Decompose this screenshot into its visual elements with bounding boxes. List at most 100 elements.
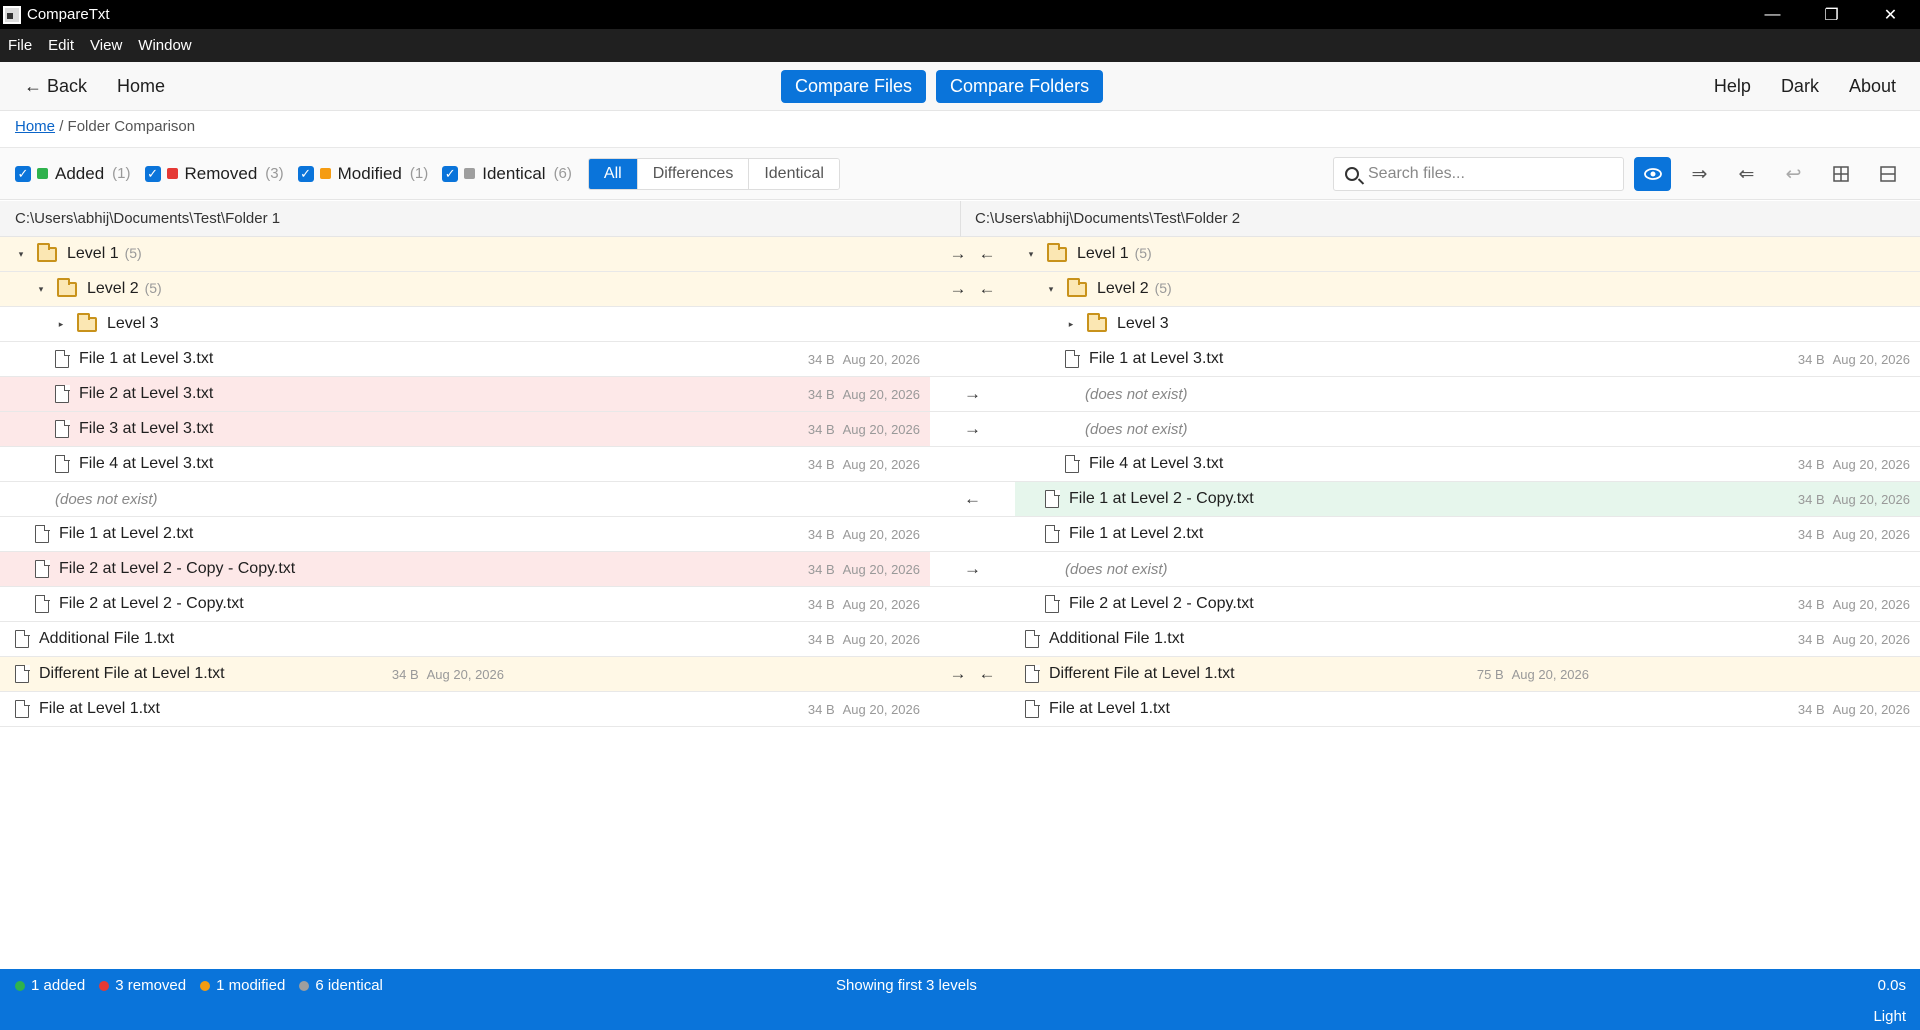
left-cell[interactable]: ▾ Level 2 (5) [0,272,930,306]
left-cell[interactable]: Additional File 1.txt 34 B Aug 20, 2026 [0,622,930,656]
checkbox-checked-icon[interactable]: ✓ [442,165,459,182]
entry-size: 34 B [1797,456,1825,472]
minimize-button[interactable]: — [1764,5,1781,23]
split-view-icon[interactable] [1869,157,1906,191]
copy-all-right-icon[interactable]: ⇒ [1691,163,1708,185]
filter-added[interactable]: ✓ Added (1) [15,164,131,184]
left-cell[interactable]: ▸ Level 3 [0,307,930,341]
comparison-row[interactable]: (does not exist) File 1 at Level 2 - Copy… [0,482,1920,517]
checkbox-checked-icon[interactable]: ✓ [144,165,161,182]
home-link[interactable]: Home [117,75,166,96]
left-cell[interactable]: File 2 at Level 3.txt 34 B Aug 20, 2026 [0,377,930,411]
comparison-row[interactable]: ▾ Level 1 (5) ▾ Level 1 (5) → ← [0,237,1920,272]
copy-right-arrow-icon[interactable]: → [949,244,967,263]
menu-view[interactable]: View [90,37,123,54]
filter-identical[interactable]: ✓ Identical (6) [442,164,572,184]
tab-identical[interactable]: Identical [748,158,839,189]
right-cell[interactable]: File at Level 1.txt 34 B Aug 20, 2026 [1015,692,1920,726]
copy-all-left-icon[interactable]: ⇐ [1738,163,1755,185]
collapsed-caret-icon[interactable]: ▸ [58,318,64,329]
left-cell[interactable]: File 2 at Level 2 - Copy - Copy.txt 34 B A… [0,552,930,586]
right-cell[interactable]: File 1 at Level 2.txt 34 B Aug 20, 2026 [1015,517,1920,551]
comparison-row[interactable]: File 1 at Level 3.txt 34 B Aug 20, 2026 Fil… [0,342,1920,377]
comparison-row[interactable]: File 2 at Level 2 - Copy - Copy.txt 34 B A… [0,552,1920,587]
left-cell[interactable]: File at Level 1.txt 34 B Aug 20, 2026 [0,692,930,726]
right-cell[interactable]: Different File at Level 1.txt 75 B Aug 20,… [1015,657,1920,691]
copy-right-arrow-icon[interactable]: → [949,279,967,298]
left-cell[interactable]: (does not exist) [0,482,930,516]
grid-view-icon[interactable] [1822,157,1859,191]
checkbox-checked-icon[interactable]: ✓ [15,165,31,182]
status-theme-toggle[interactable]: Light [1873,1008,1906,1025]
theme-toggle[interactable]: Dark [1780,75,1819,96]
tab-all[interactable]: All [588,158,637,189]
right-cell[interactable]: ▾ Level 1 (5) [1015,237,1920,271]
restore-button[interactable]: ❐ [1824,6,1839,24]
comparison-row[interactable]: ▸ Level 3 ▸ Level 3 [0,307,1920,342]
comparison-row[interactable]: File 3 at Level 3.txt 34 B Aug 20, 2026 (do… [0,412,1920,447]
right-cell[interactable]: File 1 at Level 3.txt 34 B Aug 20, 2026 [1015,342,1920,376]
comparison-row[interactable]: File 2 at Level 3.txt 34 B Aug 20, 2026 (do… [0,377,1920,412]
compare-files-button[interactable]: Compare Files [781,69,927,103]
compare-folders-button[interactable]: Compare Folders [936,69,1104,103]
back-link[interactable]: ← Back [24,75,88,96]
breadcrumb-home[interactable]: Home [15,118,56,135]
filter-modified[interactable]: ✓ Modified (1) [297,164,428,184]
left-cell[interactable]: File 1 at Level 3.txt 34 B Aug 20, 2026 [0,342,930,376]
copy-right-arrow-icon[interactable]: → [964,384,981,403]
undo-icon[interactable]: ↩ [1785,163,1802,185]
right-cell[interactable]: (does not exist) [1015,552,1920,586]
entry-date: Aug 20, 2026 [842,596,920,612]
expanded-caret-icon[interactable]: ▾ [38,283,44,294]
expanded-caret-icon[interactable]: ▾ [1028,248,1034,259]
checkbox-checked-icon[interactable]: ✓ [297,165,314,182]
menu-edit[interactable]: Edit [48,37,75,54]
collapsed-caret-icon[interactable]: ▸ [1068,318,1074,329]
eye-icon[interactable] [1634,157,1671,191]
about-link[interactable]: About [1848,75,1896,96]
copy-right-arrow-icon[interactable]: → [964,419,981,438]
comparison-row[interactable]: File 1 at Level 2.txt 34 B Aug 20, 2026 Fil… [0,517,1920,552]
left-cell[interactable]: File 1 at Level 2.txt 34 B Aug 20, 2026 [0,517,930,551]
copy-right-arrow-icon[interactable]: → [949,664,967,683]
left-cell[interactable]: Different File at Level 1.txt 34 B Aug 20,… [0,657,930,691]
right-cell[interactable]: File 4 at Level 3.txt 34 B Aug 20, 2026 [1015,447,1920,481]
left-cell[interactable]: ▾ Level 1 (5) [0,237,930,271]
menu-window[interactable]: Window [138,37,192,54]
entry-name: Level 1 (5) [1077,245,1152,263]
right-cell[interactable]: File 2 at Level 2 - Copy.txt 34 B Aug 20, … [1015,587,1920,621]
right-cell[interactable]: ▸ Level 3 [1015,307,1920,341]
expanded-caret-icon[interactable]: ▾ [18,248,24,259]
left-cell[interactable]: File 4 at Level 3.txt 34 B Aug 20, 2026 [0,447,930,481]
copy-left-arrow-icon[interactable]: ← [978,244,996,263]
right-cell[interactable]: Additional File 1.txt 34 B Aug 20, 2026 [1015,622,1920,656]
search-input[interactable]: Search files... [1333,157,1624,191]
right-cell[interactable]: (does not exist) [1015,412,1920,446]
help-link[interactable]: Help [1713,75,1751,96]
comparison-row[interactable]: Different File at Level 1.txt 34 B Aug 20,… [0,657,1920,692]
copy-right-arrow-icon[interactable]: → [964,559,981,578]
sync-actions: → [930,552,1015,586]
right-cell[interactable]: ▾ Level 2 (5) [1015,272,1920,306]
entry-name: Different File at Level 1.txt [1049,665,1235,683]
left-cell[interactable]: File 3 at Level 3.txt 34 B Aug 20, 2026 [0,412,930,446]
expanded-caret-icon[interactable]: ▾ [1048,283,1054,294]
copy-left-arrow-icon[interactable]: ← [978,664,996,683]
copy-left-arrow-icon[interactable]: ← [964,489,981,508]
entry-count: (5) [144,280,162,296]
left-cell[interactable]: File 2 at Level 2 - Copy.txt 34 B Aug 20, … [0,587,930,621]
comparison-row[interactable]: Additional File 1.txt 34 B Aug 20, 2026 Add… [0,622,1920,657]
entry-name-text: Additional File 1.txt [1049,630,1185,647]
tab-differences[interactable]: Differences [636,158,749,189]
comparison-row[interactable]: ▾ Level 2 (5) ▾ Level 2 (5) → ← [0,272,1920,307]
comparison-row[interactable]: File 4 at Level 3.txt 34 B Aug 20, 2026 Fil… [0,447,1920,482]
comparison-row[interactable]: File at Level 1.txt 34 B Aug 20, 2026 File … [0,692,1920,727]
menu-file[interactable]: File [8,37,33,54]
close-button[interactable]: ✕ [1883,6,1898,24]
right-cell[interactable]: (does not exist) [1015,377,1920,411]
right-cell[interactable]: File 1 at Level 2 - Copy.txt 34 B Aug 20, … [1015,482,1920,516]
status-added: 1 added [15,977,85,994]
copy-left-arrow-icon[interactable]: ← [978,279,996,298]
comparison-row[interactable]: File 2 at Level 2 - Copy.txt 34 B Aug 20, … [0,587,1920,622]
filter-removed[interactable]: ✓ Removed (3) [144,164,284,184]
